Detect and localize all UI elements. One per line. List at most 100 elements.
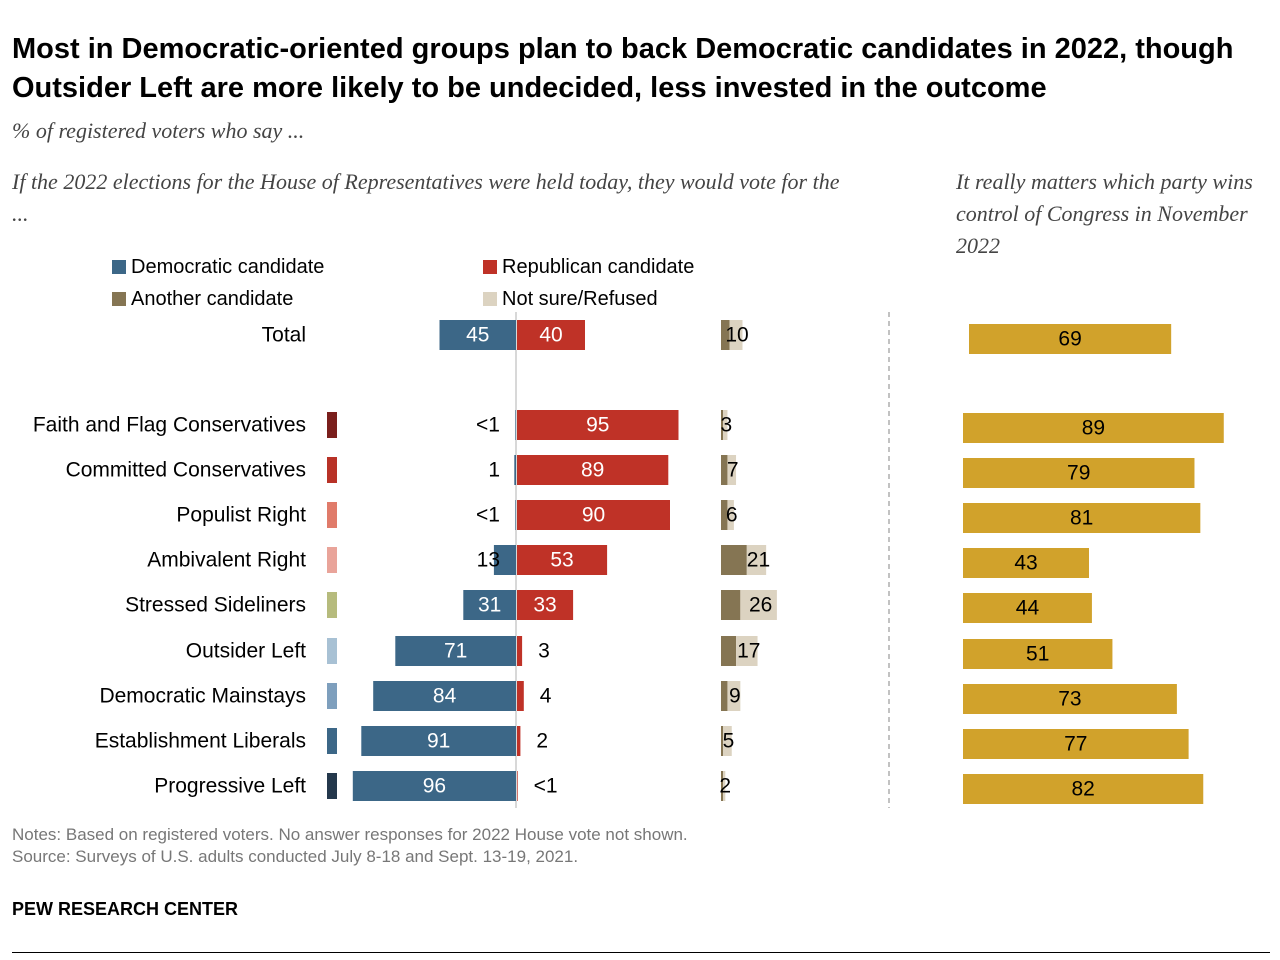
other-bar bbox=[721, 500, 728, 530]
rep-bar bbox=[517, 681, 524, 711]
other-bar bbox=[721, 410, 724, 440]
rep-bar bbox=[517, 320, 585, 350]
row-label: Democratic Mainstays bbox=[99, 685, 306, 708]
dem-value-label: 71 bbox=[444, 640, 467, 663]
other-bar bbox=[721, 320, 730, 350]
notsure-bar bbox=[723, 410, 728, 440]
pew-research-center-logo: PEW RESEARCH CENTER bbox=[12, 899, 239, 919]
other-total-label: 6 bbox=[726, 504, 738, 527]
dem-value-label: 45 bbox=[466, 324, 489, 347]
other-total-label: 2 bbox=[719, 775, 731, 798]
row-label: Outsider Left bbox=[186, 640, 306, 663]
rep-value-label: 4 bbox=[540, 685, 552, 708]
chart-area: Democratic candidate Republican candidate… bbox=[33, 256, 1224, 808]
chart-title: Most in Democratic-oriented groups plan … bbox=[12, 33, 1234, 104]
rep-bar bbox=[517, 636, 523, 666]
legend-label: Democratic candidate bbox=[131, 256, 324, 278]
dem-bar bbox=[493, 545, 516, 575]
matters-value-label: 43 bbox=[1014, 552, 1037, 575]
matters-value-label: 82 bbox=[1071, 778, 1094, 801]
source-line: Source: Surveys of U.S. adults conducted… bbox=[12, 847, 579, 866]
rep-bar bbox=[517, 726, 521, 756]
legend-label: Another candidate bbox=[131, 288, 293, 310]
row-label: Populist Right bbox=[176, 504, 306, 527]
other-total-label: 21 bbox=[747, 549, 770, 572]
other-bar bbox=[721, 771, 724, 801]
chart-subtitle: % of registered voters who say ... bbox=[12, 118, 305, 143]
other-bar bbox=[721, 455, 728, 485]
matters-value-label: 81 bbox=[1070, 507, 1093, 530]
matters-value-label: 79 bbox=[1067, 462, 1090, 485]
group-marker bbox=[327, 728, 337, 754]
notsure-bar bbox=[727, 500, 734, 530]
matters-bar bbox=[963, 639, 1113, 669]
dem-bar bbox=[352, 771, 516, 801]
dem-bar bbox=[463, 590, 516, 620]
row-label: Establishment Liberals bbox=[95, 730, 306, 753]
other-total-label: 5 bbox=[723, 730, 735, 753]
rep-value-label: <1 bbox=[534, 775, 558, 798]
notsure-bar bbox=[723, 771, 726, 801]
other-total-label: 9 bbox=[729, 685, 741, 708]
rep-bar bbox=[517, 771, 518, 801]
other-total-label: 7 bbox=[727, 459, 739, 482]
legend-swatch bbox=[112, 260, 126, 274]
legend-swatch bbox=[112, 292, 126, 306]
notsure-bar bbox=[740, 590, 777, 620]
rep-bar bbox=[517, 545, 608, 575]
dem-value-label: <1 bbox=[476, 414, 500, 437]
dem-bar bbox=[515, 500, 516, 530]
rep-bar bbox=[517, 590, 574, 620]
dem-value-label: 84 bbox=[433, 685, 457, 708]
dem-bar bbox=[439, 320, 516, 350]
dem-value-label: 1 bbox=[488, 459, 500, 482]
rep-value-label: 53 bbox=[550, 549, 573, 572]
row-label: Faith and Flag Conservatives bbox=[33, 414, 306, 437]
matters-bar bbox=[963, 593, 1092, 623]
other-bar bbox=[721, 681, 728, 711]
legend-label: Not sure/Refused bbox=[502, 288, 658, 310]
group-marker bbox=[327, 502, 337, 528]
legend-label: Republican candidate bbox=[502, 256, 694, 278]
notsure-bar bbox=[727, 681, 741, 711]
group-marker bbox=[327, 457, 337, 483]
matters-bar bbox=[963, 729, 1189, 759]
rep-value-label: 33 bbox=[533, 594, 556, 617]
matters-value-label: 77 bbox=[1064, 733, 1087, 756]
matters-bar bbox=[963, 684, 1177, 714]
group-marker bbox=[327, 412, 337, 438]
dem-value-label: 31 bbox=[478, 594, 501, 617]
matters-bar bbox=[963, 503, 1201, 533]
matters-value-label: 89 bbox=[1082, 417, 1105, 440]
other-bar bbox=[721, 636, 737, 666]
rep-value-label: 90 bbox=[582, 504, 605, 527]
other-total-label: 17 bbox=[737, 640, 760, 663]
row-label: Committed Conservatives bbox=[66, 459, 306, 482]
dem-value-label: <1 bbox=[476, 504, 500, 527]
notsure-bar bbox=[746, 545, 767, 575]
other-total-label: 26 bbox=[749, 594, 772, 617]
matters-value-label: 73 bbox=[1058, 688, 1081, 711]
dem-bar bbox=[373, 681, 516, 711]
notsure-bar bbox=[723, 726, 732, 756]
row-label: Progressive Left bbox=[154, 775, 306, 798]
rep-value-label: 3 bbox=[538, 640, 550, 663]
matters-value-label: 51 bbox=[1026, 643, 1049, 666]
notsure-bar bbox=[736, 636, 758, 666]
other-bar bbox=[721, 590, 741, 620]
group-marker bbox=[327, 773, 337, 799]
rep-value-label: 2 bbox=[536, 730, 548, 753]
rep-bar bbox=[517, 500, 670, 530]
dem-bar bbox=[395, 636, 516, 666]
dem-value-label: 13 bbox=[477, 549, 500, 572]
matters-value-label: 69 bbox=[1058, 328, 1081, 351]
dem-bar bbox=[361, 726, 516, 756]
dem-value-label: 91 bbox=[427, 730, 450, 753]
row-label: Stressed Sideliners bbox=[125, 594, 306, 617]
group-marker bbox=[327, 638, 337, 664]
right-column-heading: It really matters which party wins contr… bbox=[956, 169, 1253, 258]
dem-bar bbox=[515, 410, 516, 440]
matters-bar bbox=[963, 774, 1204, 804]
group-marker bbox=[327, 683, 337, 709]
matters-bar bbox=[963, 413, 1224, 443]
